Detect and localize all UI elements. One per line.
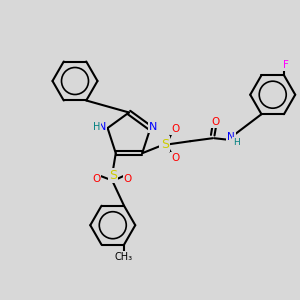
Text: O: O bbox=[92, 174, 100, 184]
Text: N: N bbox=[227, 132, 235, 142]
Text: S: S bbox=[161, 138, 169, 151]
Text: H: H bbox=[92, 122, 100, 131]
Text: O: O bbox=[124, 174, 132, 184]
Text: CH₃: CH₃ bbox=[115, 252, 133, 262]
Text: N: N bbox=[149, 122, 158, 131]
Text: N: N bbox=[98, 122, 106, 131]
Text: S: S bbox=[109, 169, 117, 182]
Text: O: O bbox=[212, 117, 220, 127]
Text: F: F bbox=[283, 60, 288, 70]
Text: O: O bbox=[171, 124, 179, 134]
Text: O: O bbox=[171, 153, 179, 163]
Text: H: H bbox=[233, 138, 240, 147]
